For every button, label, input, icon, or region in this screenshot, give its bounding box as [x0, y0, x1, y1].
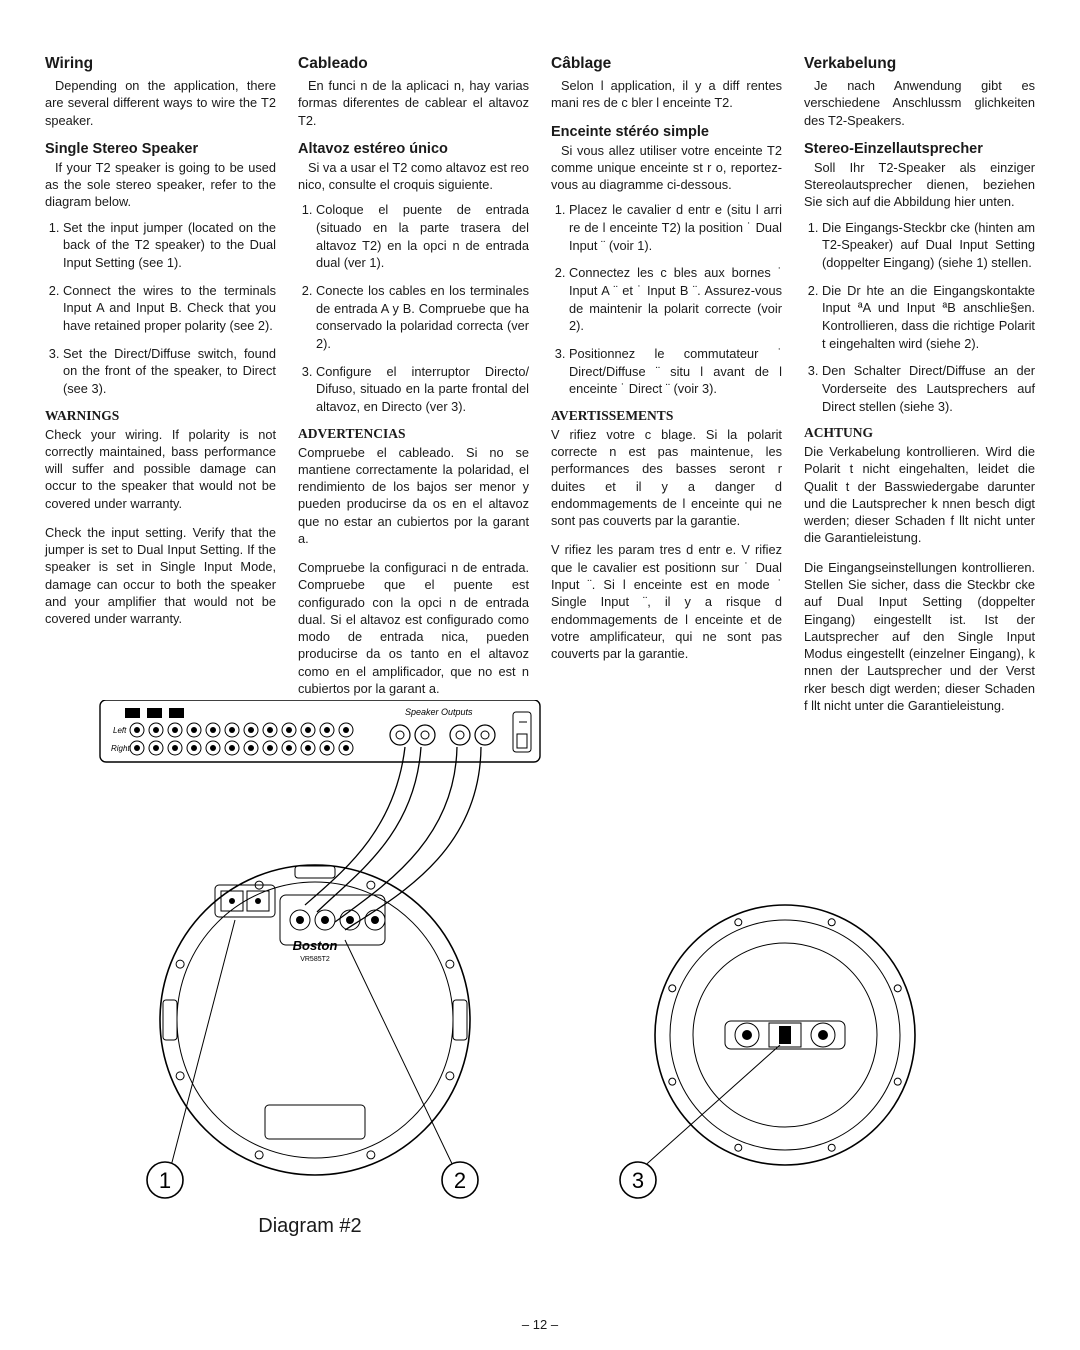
diagram-svg: Speaker Outputs Left Right	[45, 700, 1035, 1220]
speaker-outputs	[390, 725, 495, 745]
p2-de: Soll Ihr T2-Speaker als einziger Stereol…	[804, 159, 1035, 211]
warn2-es: Compruebe la configuraci n de entrada. C…	[298, 559, 529, 697]
col-fr: Câblage Selon l application, il y a diff…	[551, 55, 782, 726]
intro-fr: Selon l application, il y a diff rentes …	[551, 77, 782, 112]
model-label: VR585T2	[300, 956, 330, 963]
svg-text:3: 3	[632, 1168, 644, 1193]
intro-es: En funci n de la aplicaci n, hay varias …	[298, 77, 529, 129]
step-de-2: Die Dr hte an die Eingangskontakte Input…	[822, 282, 1035, 353]
page-number: – 12 –	[0, 1317, 1080, 1332]
subhead-de: Stereo-Einzellautsprecher	[804, 141, 1035, 157]
step-fr-3: Positionnez le commutateur ˙ Direct/Diff…	[569, 345, 782, 398]
steps-fr: Placez le cavalier d entr e (situ l arri…	[551, 201, 782, 398]
subhead-fr: Enceinte stéréo simple	[551, 124, 782, 140]
callout-1: 1	[147, 1162, 183, 1198]
steps-en: Set the input jumper (located on the bac…	[45, 219, 276, 398]
step-es-1: Coloque el puente de entrada (situado en…	[316, 201, 529, 272]
warn-head-fr: AVERTISSEMENTS	[551, 408, 782, 424]
warn1-es: Compruebe el cableado. Si no se mantiene…	[298, 444, 529, 548]
step-en-1: Set the input jumper (located on the bac…	[63, 219, 276, 272]
col-de: Verkabelung Je nach Anwendung gibt es ve…	[804, 55, 1035, 726]
warn-head-en: WARNINGS	[45, 408, 276, 424]
speaker-back: Boston VR585T2	[160, 865, 470, 1175]
intro-en: Depending on the application, there are …	[45, 77, 276, 129]
subhead-en: Single Stereo Speaker	[45, 141, 276, 157]
step-fr-2: Connectez les c bles aux bornes ˙ Input …	[569, 264, 782, 335]
warn1-de: Die Verkabelung kontrollieren. Wird die …	[804, 443, 1035, 547]
steps-de: Die Eingangs-Steckbr cke (hinten am T2-S…	[804, 219, 1035, 416]
warn2-de: Die Eingangseinstellungen kontrollieren.…	[804, 559, 1035, 714]
warn-head-es: ADVERTENCIAS	[298, 426, 529, 442]
step-de-3: Den Schalter Direct/Diffuse an der Vorde…	[822, 362, 1035, 415]
p2-es: Si va a usar el T2 como altavoz est reo …	[298, 159, 529, 194]
heading-es: Cableado	[298, 55, 529, 73]
p2-fr: Si vous allez utiliser votre enceinte T2…	[551, 142, 782, 194]
subhead-es: Altavoz estéreo único	[298, 141, 529, 157]
warn-head-de: ACHTUNG	[804, 425, 1035, 441]
callout-2: 2	[442, 1162, 478, 1198]
heading-de: Verkabelung	[804, 55, 1035, 73]
callout-3: 3	[620, 1162, 656, 1198]
warn1-en: Check your wiring. If polarity is not co…	[45, 426, 276, 512]
speaker-outputs-label: Speaker Outputs	[405, 707, 473, 717]
heading-fr: Câblage	[551, 55, 782, 73]
right-bank	[130, 741, 353, 755]
warn2-fr: V rifiez les param tres d entr e. V rifi…	[551, 541, 782, 662]
amplifier-box: Speaker Outputs Left Right	[100, 700, 540, 762]
svg-text:1: 1	[159, 1168, 171, 1193]
step-es-2: Conecte los cables en los terminales de …	[316, 282, 529, 353]
step-de-1: Die Eingangs-Steckbr cke (hinten am T2-S…	[822, 219, 1035, 272]
right-label: Right	[111, 744, 130, 753]
col-en: Wiring Depending on the application, the…	[45, 55, 276, 726]
warn2-en: Check the input setting. Verify that the…	[45, 524, 276, 628]
left-label: Left	[113, 726, 127, 735]
diagram-area: Speaker Outputs Left Right	[45, 700, 1035, 1260]
col-es: Cableado En funci n de la aplicaci n, ha…	[298, 55, 529, 726]
step-en-3: Set the Direct/Diffuse switch, found on …	[63, 345, 276, 398]
text-columns: Wiring Depending on the application, the…	[45, 55, 1035, 726]
svg-text:2: 2	[454, 1168, 466, 1193]
step-fr-1: Placez le cavalier d entr e (situ l arri…	[569, 201, 782, 254]
p2-en: If your T2 speaker is going to be used a…	[45, 159, 276, 211]
speaker-front	[640, 905, 915, 1170]
intro-de: Je nach Anwendung gibt es verschiedene A…	[804, 77, 1035, 129]
heading-wiring: Wiring	[45, 55, 276, 73]
steps-es: Coloque el puente de entrada (situado en…	[298, 201, 529, 415]
warn1-fr: V rifiez votre c blage. Si la polarit co…	[551, 426, 782, 530]
wires	[305, 747, 481, 930]
left-bank	[130, 723, 353, 737]
diagram-caption: Diagram #2	[45, 1215, 575, 1238]
step-en-2: Connect the wires to the terminals Input…	[63, 282, 276, 335]
step-es-3: Configure el interruptor Directo/ Difuso…	[316, 363, 529, 416]
